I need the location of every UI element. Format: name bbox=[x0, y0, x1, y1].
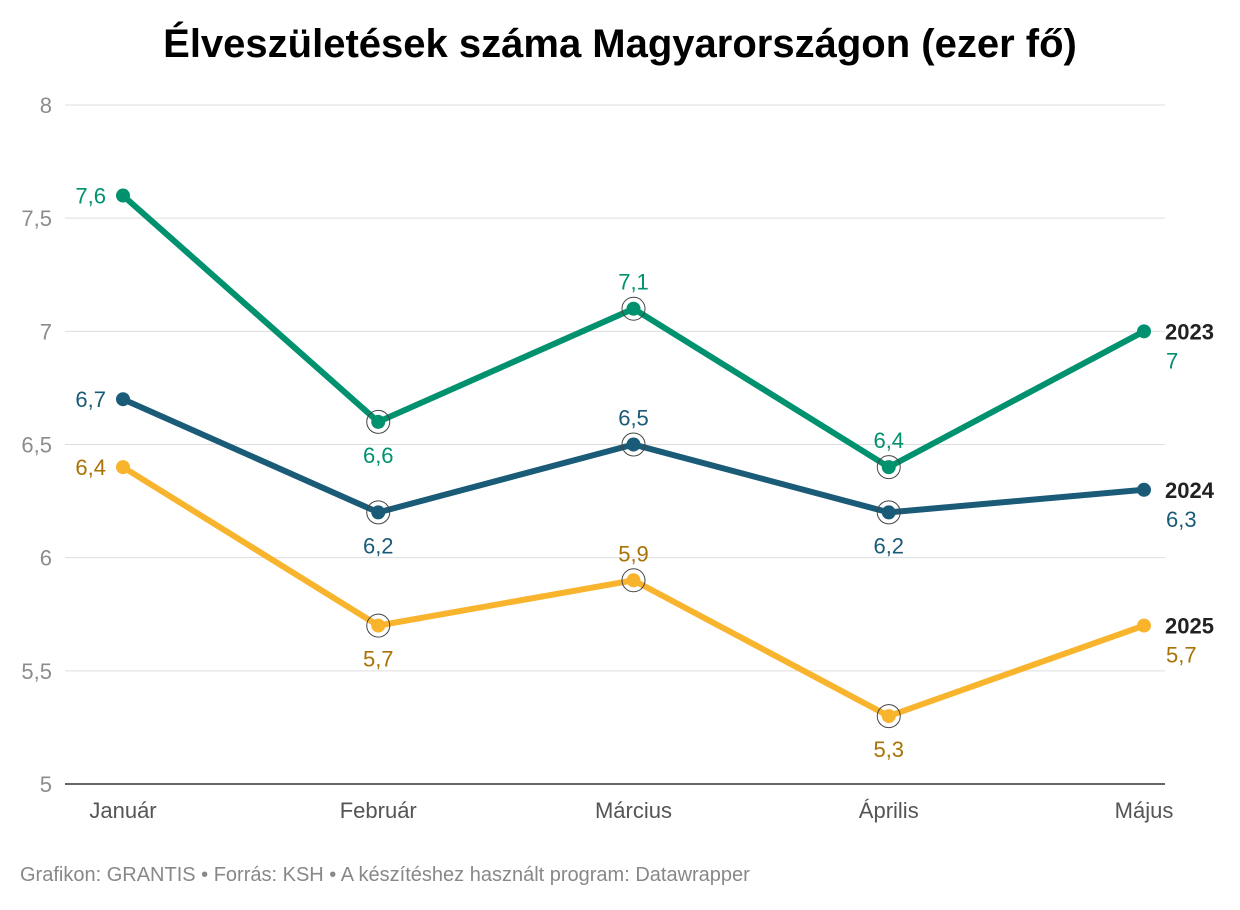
x-tick-label: Május bbox=[1115, 798, 1174, 823]
point-highlight-ring bbox=[876, 704, 901, 729]
point-highlight-ring bbox=[621, 296, 646, 321]
data-label-2025: 5,9 bbox=[618, 541, 649, 566]
data-point-2024 bbox=[371, 505, 386, 520]
data-point-2024 bbox=[116, 392, 130, 407]
point-highlight-ring bbox=[366, 409, 391, 434]
series-name-2025: 2025 bbox=[1165, 614, 1214, 639]
data-label-2023: 7,6 bbox=[75, 184, 106, 209]
data-label-2024: 6,2 bbox=[873, 533, 904, 558]
data-label-2025: 6,4 bbox=[75, 455, 106, 480]
point-highlight-ring bbox=[366, 613, 391, 638]
y-axis: 5 5,5 6 6,5 7 7,5 8 bbox=[21, 93, 52, 797]
data-label-2023: 7 bbox=[1166, 348, 1178, 373]
data-point-2025 bbox=[881, 709, 896, 724]
data-point-2025 bbox=[371, 618, 386, 633]
point-highlight-ring bbox=[621, 568, 646, 593]
x-tick-label: Január bbox=[89, 798, 156, 823]
point-highlight-ring bbox=[366, 500, 391, 525]
data-label-2024: 6,5 bbox=[618, 406, 649, 431]
point-highlight-ring bbox=[876, 455, 901, 480]
y-tick-label: 7,5 bbox=[21, 206, 52, 231]
data-point-2023 bbox=[371, 414, 386, 429]
x-tick-label: Március bbox=[595, 798, 672, 823]
point-highlight-ring bbox=[876, 500, 901, 525]
data-label-2025: 5,3 bbox=[873, 737, 904, 762]
data-label-2023: 6,4 bbox=[873, 428, 904, 453]
data-point-2025 bbox=[1137, 618, 1151, 633]
data-point-2023 bbox=[1137, 324, 1151, 339]
data-point-2023 bbox=[881, 460, 896, 475]
data-point-2024 bbox=[1137, 482, 1151, 497]
x-axis: Január Február Március Április Május bbox=[89, 798, 1173, 823]
data-label-2024: 6,2 bbox=[363, 533, 394, 558]
y-tick-label: 6 bbox=[40, 546, 52, 571]
data-point-2025 bbox=[116, 460, 130, 475]
data-label-2025: 5,7 bbox=[1166, 643, 1197, 668]
chart-footer: Grafikon: GRANTIS • Forrás: KSH • A kész… bbox=[20, 864, 750, 886]
data-label-2023: 7,1 bbox=[618, 270, 649, 295]
data-label-2024: 6,7 bbox=[75, 387, 106, 412]
data-labels: 7,6 6,6 7,1 6,4 7 6,7 6,2 6,5 6,2 6,3 6,4 5,7 5,9 5,3… bbox=[75, 184, 1196, 763]
data-label-2025: 5,7 bbox=[363, 647, 394, 672]
data-point-2023 bbox=[116, 188, 130, 203]
x-tick-label: Április bbox=[859, 798, 919, 823]
y-tick-label: 8 bbox=[40, 93, 52, 118]
series-name-2024: 2024 bbox=[1165, 478, 1215, 503]
series-points bbox=[116, 188, 1151, 729]
data-point-2024 bbox=[626, 437, 641, 452]
y-tick-label: 5,5 bbox=[21, 659, 52, 684]
series-names: 2023 2024 2025 bbox=[1165, 319, 1215, 638]
data-point-2023 bbox=[626, 301, 641, 316]
chart-title: Élveszületések száma Magyarországon (eze… bbox=[163, 22, 1077, 66]
point-highlight-ring bbox=[621, 432, 646, 457]
y-tick-label: 7 bbox=[40, 319, 52, 344]
y-tick-label: 6,5 bbox=[21, 433, 52, 458]
data-label-2023: 6,6 bbox=[363, 443, 394, 468]
x-tick-label: Február bbox=[340, 798, 417, 823]
y-tick-label: 5 bbox=[40, 772, 52, 797]
grid-lines bbox=[65, 104, 1165, 785]
series-name-2023: 2023 bbox=[1165, 319, 1214, 344]
data-point-2024 bbox=[881, 505, 896, 520]
data-label-2024: 6,3 bbox=[1166, 507, 1197, 532]
data-point-2025 bbox=[626, 573, 641, 588]
